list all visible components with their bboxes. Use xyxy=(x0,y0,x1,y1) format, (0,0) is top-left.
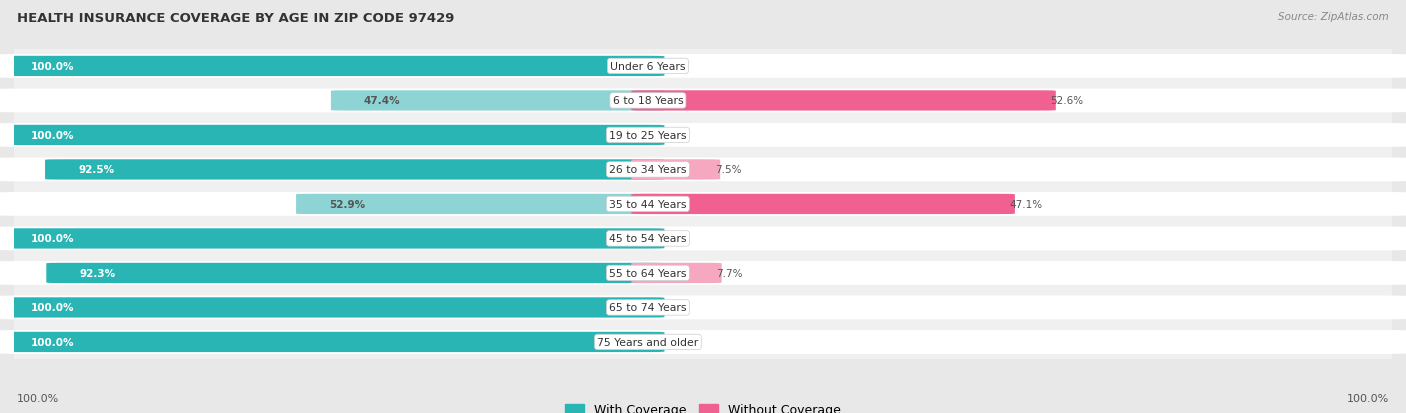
Text: Under 6 Years: Under 6 Years xyxy=(610,62,686,72)
FancyBboxPatch shape xyxy=(0,158,1406,182)
FancyBboxPatch shape xyxy=(297,195,665,215)
FancyBboxPatch shape xyxy=(330,91,665,111)
FancyBboxPatch shape xyxy=(631,195,1015,215)
FancyBboxPatch shape xyxy=(0,57,665,77)
FancyBboxPatch shape xyxy=(0,296,1406,320)
Text: 35 to 44 Years: 35 to 44 Years xyxy=(609,199,686,209)
FancyBboxPatch shape xyxy=(46,263,665,283)
Text: 7.5%: 7.5% xyxy=(714,165,741,175)
FancyBboxPatch shape xyxy=(631,91,1056,111)
FancyBboxPatch shape xyxy=(631,263,721,283)
FancyBboxPatch shape xyxy=(0,124,1406,147)
Text: 100.0%: 100.0% xyxy=(17,393,59,403)
FancyBboxPatch shape xyxy=(0,229,665,249)
Text: 100.0%: 100.0% xyxy=(31,337,75,347)
Text: 100.0%: 100.0% xyxy=(1347,393,1389,403)
Text: 26 to 34 Years: 26 to 34 Years xyxy=(609,165,686,175)
Text: 52.9%: 52.9% xyxy=(329,199,366,209)
Text: 47.4%: 47.4% xyxy=(364,96,401,106)
Text: 100.0%: 100.0% xyxy=(31,303,75,313)
Text: 52.6%: 52.6% xyxy=(1050,96,1084,106)
FancyBboxPatch shape xyxy=(0,332,665,352)
Text: 7.7%: 7.7% xyxy=(716,268,742,278)
Text: HEALTH INSURANCE COVERAGE BY AGE IN ZIP CODE 97429: HEALTH INSURANCE COVERAGE BY AGE IN ZIP … xyxy=(17,12,454,25)
Text: 100.0%: 100.0% xyxy=(31,131,75,140)
Text: 19 to 25 Years: 19 to 25 Years xyxy=(609,131,686,140)
FancyBboxPatch shape xyxy=(0,227,1406,251)
Text: Source: ZipAtlas.com: Source: ZipAtlas.com xyxy=(1278,12,1389,22)
Text: 65 to 74 Years: 65 to 74 Years xyxy=(609,303,686,313)
Text: 92.3%: 92.3% xyxy=(79,268,115,278)
FancyBboxPatch shape xyxy=(0,55,1406,78)
FancyBboxPatch shape xyxy=(631,160,720,180)
Text: 55 to 64 Years: 55 to 64 Years xyxy=(609,268,686,278)
Text: 100.0%: 100.0% xyxy=(31,62,75,72)
FancyBboxPatch shape xyxy=(0,192,1406,216)
Text: 47.1%: 47.1% xyxy=(1010,199,1042,209)
FancyBboxPatch shape xyxy=(0,261,1406,285)
Legend: With Coverage, Without Coverage: With Coverage, Without Coverage xyxy=(561,398,845,413)
Text: 45 to 54 Years: 45 to 54 Years xyxy=(609,234,686,244)
FancyBboxPatch shape xyxy=(0,330,1406,354)
Text: 100.0%: 100.0% xyxy=(31,234,75,244)
FancyBboxPatch shape xyxy=(0,297,665,318)
Text: 92.5%: 92.5% xyxy=(79,165,114,175)
FancyBboxPatch shape xyxy=(0,126,665,146)
FancyBboxPatch shape xyxy=(45,160,665,180)
Text: 6 to 18 Years: 6 to 18 Years xyxy=(613,96,683,106)
FancyBboxPatch shape xyxy=(0,89,1406,113)
Text: 75 Years and older: 75 Years and older xyxy=(598,337,699,347)
